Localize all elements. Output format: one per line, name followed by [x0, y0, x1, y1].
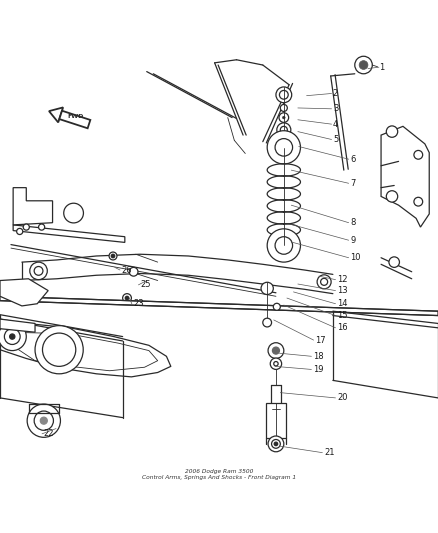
- Circle shape: [111, 254, 115, 258]
- Polygon shape: [381, 126, 429, 227]
- Circle shape: [280, 126, 287, 133]
- Text: 15: 15: [337, 311, 348, 320]
- Circle shape: [27, 404, 60, 437]
- Circle shape: [272, 440, 280, 448]
- Circle shape: [386, 191, 398, 202]
- Text: 19: 19: [313, 365, 324, 374]
- Circle shape: [275, 237, 293, 254]
- Text: 6: 6: [350, 155, 356, 164]
- Text: 16: 16: [337, 324, 348, 332]
- Text: 13: 13: [337, 286, 348, 295]
- Circle shape: [267, 229, 300, 262]
- Circle shape: [276, 87, 292, 103]
- Circle shape: [414, 197, 423, 206]
- Text: 2006 Dodge Ram 3500
Control Arms, Springs And Shocks - Front Diagram 1: 2006 Dodge Ram 3500 Control Arms, Spring…: [142, 469, 296, 480]
- Circle shape: [273, 303, 280, 310]
- Circle shape: [129, 268, 138, 276]
- Text: 10: 10: [350, 253, 361, 262]
- Circle shape: [355, 56, 372, 74]
- Circle shape: [321, 278, 328, 285]
- Text: 1: 1: [379, 63, 384, 72]
- Circle shape: [270, 358, 282, 369]
- Circle shape: [35, 326, 83, 374]
- Circle shape: [389, 257, 399, 268]
- Text: 20: 20: [337, 393, 348, 402]
- Circle shape: [268, 436, 284, 452]
- Circle shape: [414, 150, 423, 159]
- Circle shape: [123, 294, 131, 302]
- Text: 18: 18: [313, 352, 324, 361]
- Text: FWD: FWD: [67, 114, 84, 119]
- Circle shape: [275, 139, 293, 156]
- Polygon shape: [0, 296, 438, 316]
- Circle shape: [261, 282, 273, 295]
- Text: 7: 7: [350, 179, 356, 188]
- Text: 3: 3: [333, 104, 338, 114]
- Circle shape: [109, 252, 117, 260]
- Polygon shape: [0, 319, 35, 332]
- Polygon shape: [49, 108, 63, 123]
- Circle shape: [30, 262, 47, 280]
- Text: 23: 23: [134, 299, 144, 308]
- Circle shape: [34, 411, 53, 430]
- Polygon shape: [13, 188, 53, 225]
- Text: 26: 26: [122, 265, 132, 274]
- Circle shape: [268, 343, 284, 359]
- Circle shape: [283, 116, 285, 119]
- Circle shape: [263, 318, 272, 327]
- Text: 14: 14: [337, 299, 348, 308]
- Text: 2: 2: [333, 89, 338, 98]
- Circle shape: [17, 229, 23, 235]
- Circle shape: [280, 104, 287, 111]
- Text: 21: 21: [324, 448, 335, 457]
- Polygon shape: [266, 403, 286, 438]
- Circle shape: [317, 275, 331, 289]
- Circle shape: [274, 442, 278, 446]
- Text: 4: 4: [333, 119, 338, 128]
- Text: 8: 8: [350, 218, 356, 227]
- Circle shape: [39, 224, 45, 230]
- Circle shape: [23, 224, 29, 230]
- Circle shape: [4, 329, 20, 344]
- Circle shape: [359, 61, 368, 69]
- Circle shape: [42, 333, 76, 366]
- Polygon shape: [13, 225, 125, 243]
- Circle shape: [0, 322, 26, 351]
- Text: 9: 9: [350, 236, 356, 245]
- Circle shape: [125, 296, 129, 300]
- Circle shape: [10, 334, 15, 339]
- Text: 25: 25: [140, 280, 151, 289]
- Circle shape: [267, 131, 300, 164]
- Circle shape: [386, 126, 398, 138]
- Text: 5: 5: [333, 135, 338, 144]
- Circle shape: [279, 113, 289, 123]
- Circle shape: [274, 361, 278, 366]
- Polygon shape: [59, 111, 90, 128]
- Circle shape: [34, 266, 43, 275]
- Text: 12: 12: [337, 275, 348, 284]
- Circle shape: [40, 417, 47, 424]
- Circle shape: [277, 123, 291, 137]
- Text: 22: 22: [44, 429, 54, 438]
- Circle shape: [279, 91, 288, 99]
- Circle shape: [272, 347, 279, 354]
- Polygon shape: [0, 279, 48, 306]
- Text: 17: 17: [315, 336, 326, 344]
